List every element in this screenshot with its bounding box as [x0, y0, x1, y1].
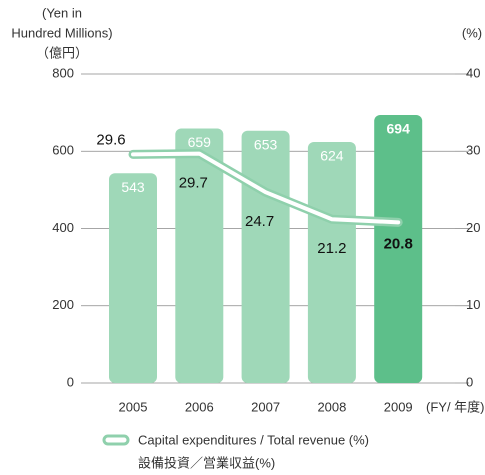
y2-tick-label: 30 — [466, 143, 480, 158]
legend-label: Capital expenditures / Total revenue (%) — [138, 432, 369, 447]
bar-value-label: 624 — [320, 148, 344, 164]
x-tick-label: 2006 — [185, 399, 214, 414]
line-value-label: 29.6 — [96, 131, 125, 148]
y2-axis-label: (%) — [462, 25, 482, 40]
y-tick-label: 600 — [52, 143, 74, 158]
line-value-label: 20.8 — [384, 235, 413, 252]
y-tick-label: 0 — [67, 374, 74, 389]
y2-tick-label: 0 — [466, 374, 473, 389]
y2-tick-label: 10 — [466, 297, 480, 312]
bar-value-label: 653 — [254, 136, 278, 152]
line-value-label: 21.2 — [317, 240, 346, 257]
x-tick-label: 2005 — [119, 399, 148, 414]
y-axis-label: Hundred Millions) — [11, 25, 112, 40]
bar — [241, 130, 290, 383]
line-value-label: 24.7 — [245, 213, 274, 230]
y-axis-label: （億円） — [36, 45, 88, 60]
y-tick-label: 400 — [52, 220, 74, 235]
x-tick-label: 2008 — [317, 399, 346, 414]
line — [131, 151, 401, 225]
bar-value-label: 543 — [121, 179, 145, 195]
x-tick-label: 2007 — [251, 399, 280, 414]
x-axis-label: (FY/ 年度) — [426, 399, 485, 414]
y2-tick-label: 40 — [466, 65, 480, 80]
line-value-label: 29.7 — [179, 175, 208, 192]
y2-tick-label: 20 — [466, 220, 480, 235]
y-axis-label: (Yen in — [42, 5, 82, 20]
y-tick-label: 800 — [52, 65, 74, 80]
bar — [307, 141, 356, 383]
bar-value-label: 659 — [188, 134, 212, 150]
bar — [109, 173, 157, 383]
bar — [175, 128, 224, 383]
x-tick-label: 2009 — [384, 399, 413, 414]
y-tick-label: 200 — [52, 297, 74, 312]
bar-value-label: 694 — [387, 121, 411, 137]
legend-label: 設備投資／営業収益(%) — [138, 455, 275, 470]
bar — [374, 114, 423, 383]
legend-swatch — [102, 434, 130, 446]
